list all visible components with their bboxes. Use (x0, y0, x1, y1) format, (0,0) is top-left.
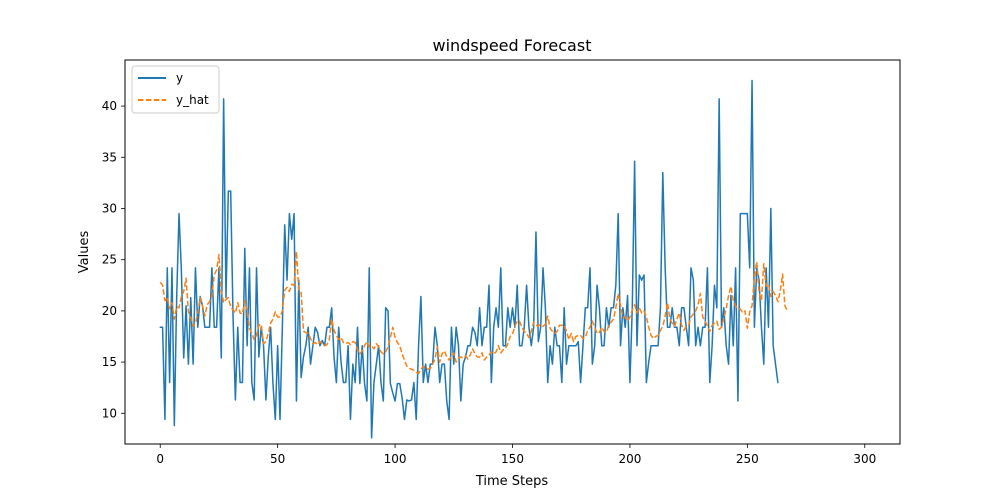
y-axis: 10 15 20 25 30 35 40 (102, 99, 125, 420)
y-tick-label: 25 (102, 253, 117, 267)
legend: y y_hat (131, 65, 220, 114)
series-line-y-hat (159, 250, 788, 375)
y-tick-label: 20 (102, 304, 117, 318)
y-axis-label: Values (77, 231, 92, 274)
x-tick-label: 200 (618, 452, 641, 466)
y-tick-label: 10 (102, 406, 117, 420)
legend-label-y: y (176, 71, 183, 85)
legend-label-y-hat: y_hat (176, 93, 209, 107)
plot-frame (124, 59, 901, 445)
chart-title: windspeed Forecast (433, 36, 592, 55)
x-tick-label: 100 (384, 452, 407, 466)
x-tick-label: 0 (156, 452, 164, 466)
y-tick-label: 40 (102, 99, 117, 113)
x-tick-label: 300 (853, 452, 876, 466)
y-tick-label: 35 (102, 150, 117, 164)
y-tick-label: 30 (102, 201, 117, 215)
x-axis-label: Time Steps (475, 474, 549, 489)
x-tick-label: 250 (736, 452, 759, 466)
x-axis: 0 50 100 150 200 250 300 (156, 444, 876, 466)
x-tick-label: 50 (270, 452, 285, 466)
x-tick-label: 150 (501, 452, 524, 466)
plot-area (159, 79, 788, 439)
y-tick-label: 15 (102, 355, 117, 369)
